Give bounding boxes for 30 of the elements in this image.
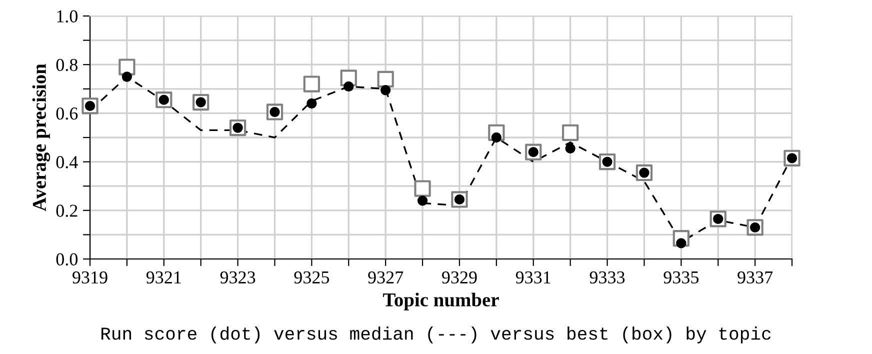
y-tick-label: 0.0 [56,253,78,266]
y-tick-label: 0.2 [56,204,78,217]
point [414,180,431,197]
point [122,72,132,82]
x-tick-label: 9325 [294,271,330,284]
x-tick-label: 9329 [442,271,477,284]
x-tick-label: 9335 [664,271,699,284]
point [344,81,354,92]
point [377,70,394,88]
point [306,98,317,109]
x-tick-label: 9327 [368,271,404,284]
x-axis-title: Topic number [383,292,499,310]
point [562,124,579,141]
x-tick-label: 9337 [738,271,773,284]
x-tick-label: 9323 [220,271,256,284]
y-axis-title: Average precision [32,64,50,212]
text: Run score (dot) versus median (---) versus best (box) by topic [102,326,771,344]
x-tick-label: 9321 [146,271,181,284]
point [380,85,391,96]
x-tick-label: 9331 [516,271,550,284]
y-tick-label: 0.6 [56,107,78,120]
y-tick-label: 0.4 [56,156,78,168]
y-tick-label: 0.8 [56,58,78,72]
point [303,76,320,92]
point [565,143,576,154]
y-tick-label: 1.0 [57,10,78,23]
point [417,196,428,206]
x-tick-label: 9333 [590,271,625,284]
point [118,58,136,76]
x-tick-label: 9319 [72,271,108,284]
